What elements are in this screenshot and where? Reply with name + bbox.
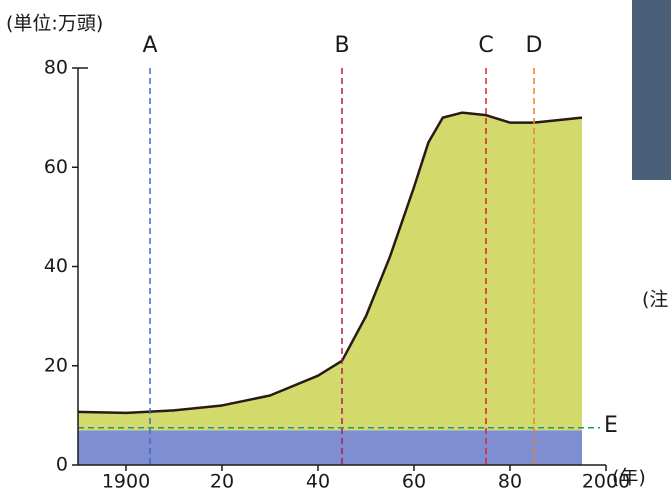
area-fill — [78, 113, 582, 431]
reference-label: E — [604, 413, 618, 438]
x-tick-label: 60 — [402, 471, 426, 493]
reference-label: B — [334, 33, 349, 58]
base-band — [78, 430, 582, 465]
y-tick-label: 0 — [56, 454, 68, 476]
x-tick-label: 40 — [306, 471, 330, 493]
y-tick-label: 20 — [44, 354, 68, 376]
x-tick-label: 2000 — [582, 471, 630, 493]
y-tick-label: 60 — [44, 156, 68, 178]
y-tick-label: 40 — [44, 255, 68, 277]
reference-label: A — [142, 33, 157, 58]
chart: (単位:万頭) (年) (注 EABCD02040608019002040608… — [0, 0, 671, 493]
x-tick-label: 80 — [498, 471, 522, 493]
x-tick-label: 1900 — [102, 471, 150, 493]
reference-label: D — [526, 33, 543, 58]
y-tick-label: 80 — [44, 57, 68, 79]
reference-label: C — [478, 33, 493, 58]
side-note: (注 — [642, 289, 668, 311]
photo-fragment — [632, 0, 671, 180]
unit-label: (単位:万頭) — [6, 13, 103, 35]
x-tick-label: 20 — [210, 471, 234, 493]
